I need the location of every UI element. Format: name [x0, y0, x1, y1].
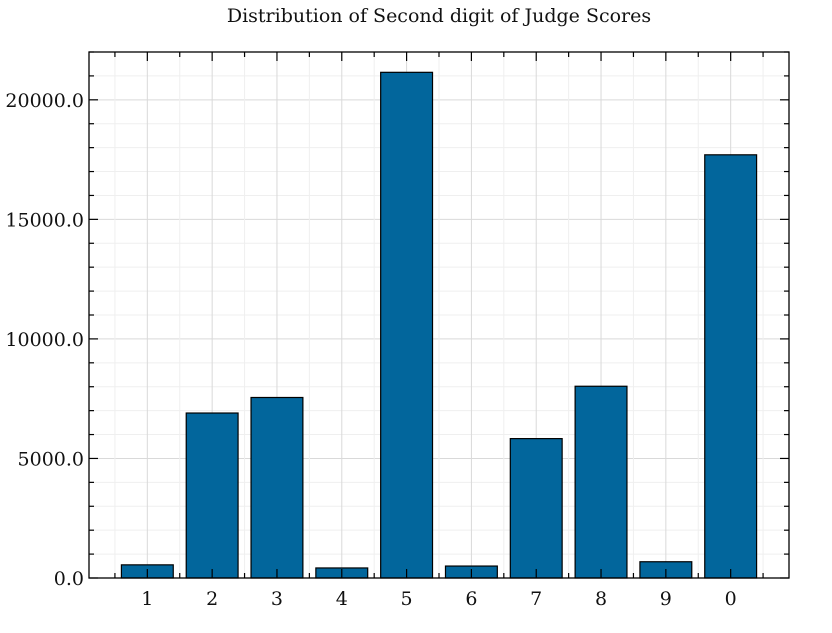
- bar-digit-5: [380, 71, 434, 579]
- y-tick-label: 20000.0: [5, 90, 84, 112]
- x-axis-tick-labels: 1 2 3 4 5 6 7 8 9 0: [141, 588, 736, 610]
- bar-digit-7: [509, 438, 563, 579]
- y-tick-label: 10000.0: [5, 329, 84, 351]
- x-tick-label: 9: [660, 588, 672, 610]
- x-tick-label: 1: [141, 588, 153, 610]
- bar-digit-2: [185, 412, 239, 579]
- x-tick-label: 3: [271, 588, 283, 610]
- axis-ticks: [89, 51, 789, 579]
- x-tick-label: 0: [725, 588, 737, 610]
- x-tick-label: 5: [401, 588, 413, 610]
- bar-digit-0: [704, 154, 758, 579]
- x-tick-label: 8: [595, 588, 607, 610]
- x-tick-label: 2: [206, 588, 218, 610]
- chart-title: Distribution of Second digit of Judge Sc…: [227, 5, 651, 27]
- bar-digit-3: [250, 396, 304, 579]
- x-tick-label: 4: [336, 588, 348, 610]
- bars: [120, 71, 758, 579]
- y-axis-tick-labels: 0.0 5000.0 10000.0 15000.0 20000.0: [5, 90, 84, 590]
- plot-frame: [88, 51, 790, 579]
- bar-digit-8: [574, 385, 628, 579]
- y-tick-label: 15000.0: [5, 209, 84, 231]
- x-tick-label: 6: [465, 588, 477, 610]
- y-tick-label: 0.0: [54, 568, 84, 590]
- y-tick-label: 5000.0: [18, 448, 84, 470]
- x-tick-label: 7: [530, 588, 542, 610]
